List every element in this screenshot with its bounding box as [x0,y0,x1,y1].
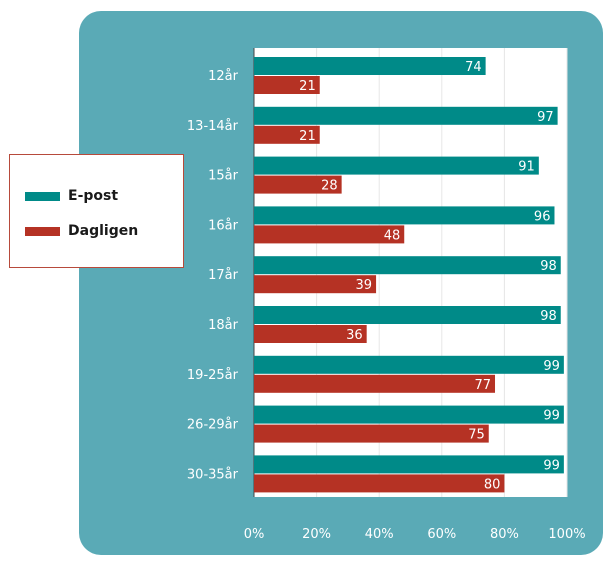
category-label: 12år [208,69,239,84]
data-label: 99 [543,409,560,424]
category-label: 13-14år [187,119,239,134]
data-label: 91 [518,160,535,175]
data-label: 75 [468,428,485,443]
bar-dagligen [254,424,489,443]
data-label: 48 [384,228,401,243]
category-label: 15år [208,169,239,184]
category-label: 18år [208,318,239,333]
data-label: 74 [465,60,482,75]
bar-dagligen [254,374,496,393]
bar-dagligen [254,275,377,294]
legend-item-epost: E-post [25,188,118,204]
data-label: 99 [543,359,560,374]
bar-dagligen [254,175,342,194]
legend: E-post Dagligen [9,154,184,268]
data-label: 98 [540,309,557,324]
bar-epost [254,106,558,125]
bar-epost [254,256,561,275]
bar-dagligen [254,225,405,244]
bar-epost [254,306,561,324]
data-label: 21 [299,79,316,94]
bar-epost [254,206,555,225]
legend-label-dagligen: Dagligen [68,223,139,239]
bar-epost [254,355,564,374]
x-tick-label: 40% [365,527,394,542]
bar-dagligen [254,125,320,144]
data-label: 21 [299,129,316,144]
data-label: 80 [484,477,501,492]
x-tick-label: 0% [244,527,265,542]
data-label: 36 [346,328,363,343]
bar-epost [254,405,564,424]
data-label: 96 [534,209,551,224]
data-label: 39 [356,278,373,293]
data-label: 28 [321,179,338,194]
bar-dagligen [254,325,367,343]
data-label: 97 [537,110,554,125]
category-label: 19-25år [187,368,239,383]
category-label: 26-29år [187,418,239,433]
legend-swatch-epost [25,191,60,201]
category-label: 30-35år [187,467,239,482]
data-label: 99 [543,458,560,473]
bar-dagligen [254,474,505,493]
bar-epost [254,57,486,75]
legend-swatch-dagligen [25,226,60,236]
x-tick-label: 80% [490,527,519,542]
bar-epost [254,156,539,175]
category-label: 17år [208,268,239,283]
bar-dagligen [254,76,320,94]
legend-label-epost: E-post [68,188,119,204]
x-tick-label: 20% [302,527,331,542]
data-label: 98 [540,259,557,274]
x-tick-label: 100% [548,527,585,542]
bar-epost [254,455,564,474]
category-label: 16år [208,218,239,233]
legend-item-dagligen: Dagligen [25,223,138,239]
x-tick-label: 60% [427,527,456,542]
data-label: 77 [474,378,491,393]
